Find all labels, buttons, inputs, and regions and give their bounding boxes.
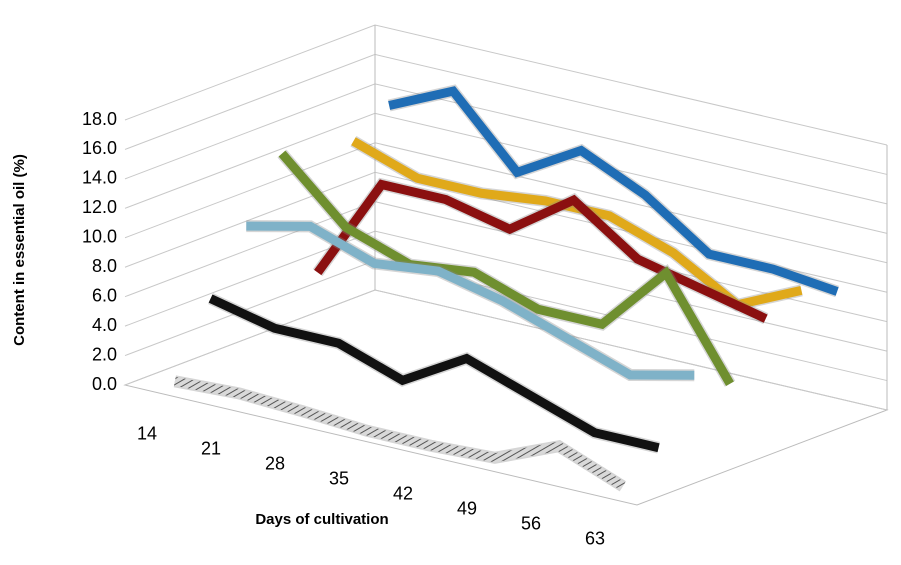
series-line <box>351 137 803 310</box>
x-tick-label: 49 <box>457 498 477 518</box>
x-tick-label: 35 <box>329 468 349 488</box>
series-line <box>246 221 695 380</box>
x-tick-label: 63 <box>585 528 605 548</box>
series-line <box>208 294 660 453</box>
y-tick-label: 10.0 <box>82 227 117 247</box>
y-tick-label: 4.0 <box>92 315 117 335</box>
series-line <box>174 376 626 491</box>
y-axis-title: Content in essential oil (%) <box>11 154 28 346</box>
series-line <box>314 179 768 323</box>
y-tick-label: 2.0 <box>92 344 117 364</box>
y-tick-label: 6.0 <box>92 285 117 305</box>
y-tick-label: 16.0 <box>82 138 117 158</box>
x-tick-label: 28 <box>265 453 285 473</box>
x-tick-label: 21 <box>201 438 221 458</box>
y-tick-label: 8.0 <box>92 256 117 276</box>
series-line <box>388 86 839 296</box>
y-tick-label: 14.0 <box>82 168 117 188</box>
x-tick-label: 56 <box>521 513 541 533</box>
y-tick-label: 18.0 <box>82 109 117 129</box>
x-axis-title: Days of cultivation <box>255 511 388 528</box>
ribbon-edge <box>350 135 803 312</box>
x-tick-label: 42 <box>393 483 413 503</box>
x-tick-label: 14 <box>137 423 157 443</box>
y-tick-label: 0.0 <box>92 374 117 394</box>
y-tick-label: 12.0 <box>82 197 117 217</box>
series-line <box>278 150 734 387</box>
